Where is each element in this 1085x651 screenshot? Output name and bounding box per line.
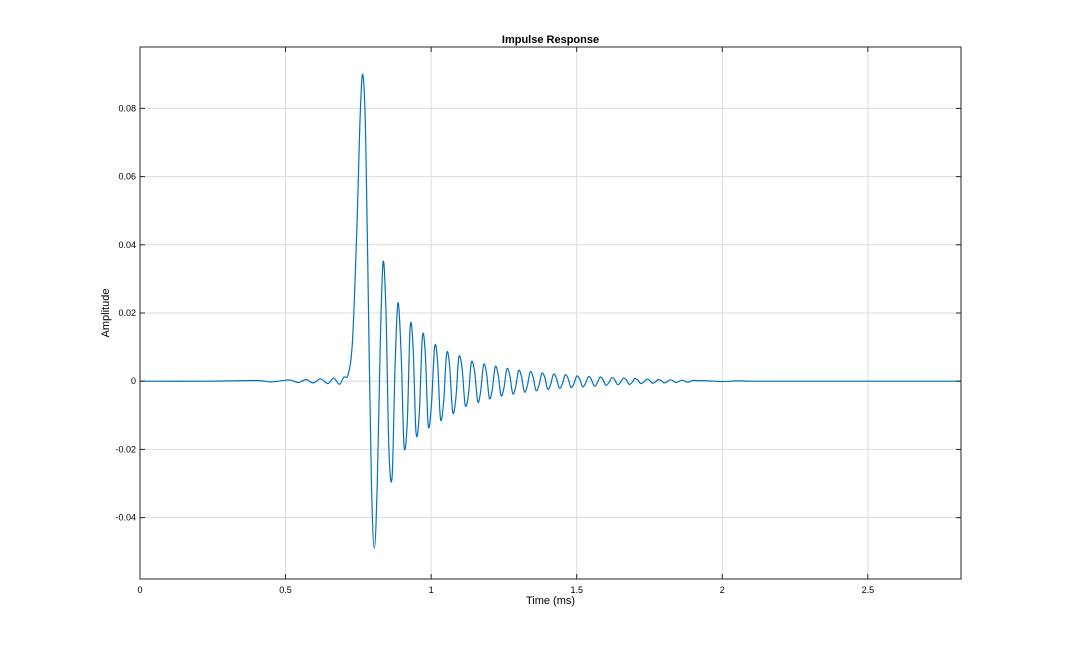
x-tick-label: 0 — [137, 585, 142, 595]
y-tick-label: 0 — [131, 376, 136, 386]
series-line — [139, 73, 961, 549]
y-tick-label: -0.02 — [115, 444, 136, 454]
y-tick-label: 0.02 — [118, 308, 136, 318]
x-tick-label: 2.5 — [862, 585, 875, 595]
y-tick-label: 0.04 — [118, 240, 136, 250]
x-tick-label: 0.5 — [279, 585, 292, 595]
y-tick-label: 0.08 — [118, 103, 136, 113]
x-tick-label: 1.5 — [570, 585, 583, 595]
x-tick-label: 1 — [429, 585, 434, 595]
y-axis-label: Amplitude — [100, 289, 112, 338]
y-tick-labels: -0.04 -0.02 0 0.02 0.04 0.06 0.08 — [115, 103, 136, 522]
series-group — [139, 73, 961, 549]
y-tick-label: 0.06 — [118, 172, 136, 182]
chart-title: Impulse Response — [502, 34, 599, 46]
y-tick-label: -0.04 — [115, 513, 136, 523]
x-tick-label: 2 — [720, 585, 725, 595]
x-axis-label: Time (ms) — [526, 595, 575, 607]
grid-lines — [139, 47, 961, 579]
tick-marks — [139, 47, 961, 579]
x-tick-labels: 0 0.5 1 1.5 2 2.5 — [137, 585, 874, 595]
